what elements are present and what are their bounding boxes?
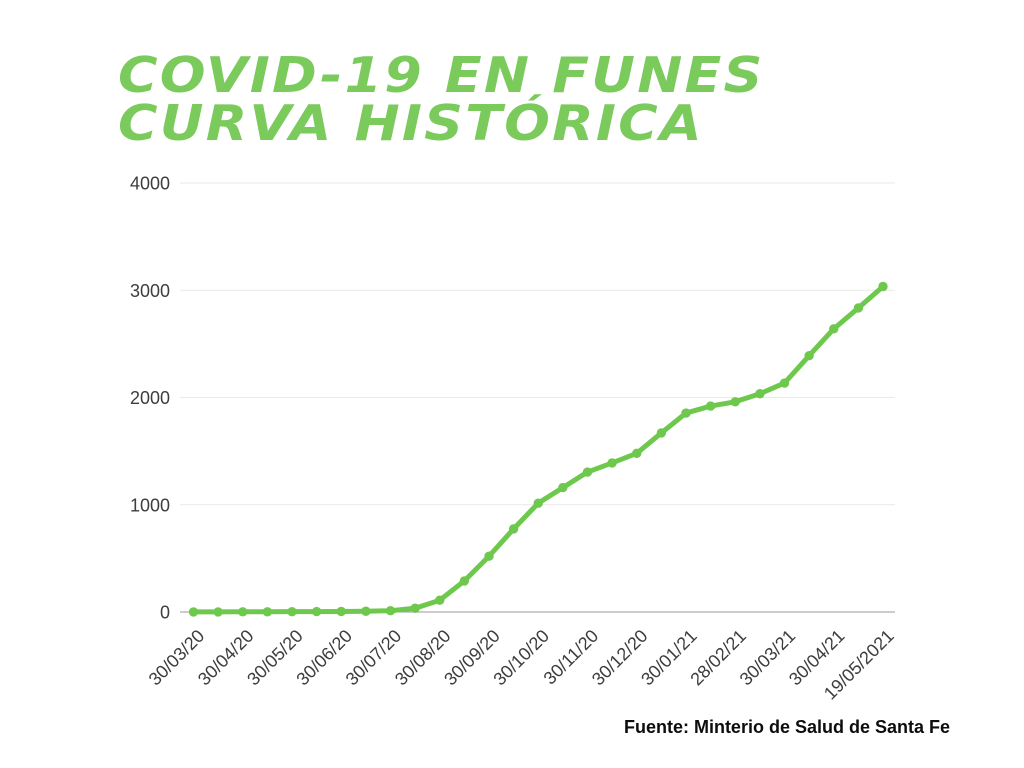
- data-point: [361, 606, 371, 616]
- data-point: [705, 401, 716, 411]
- data-point: [188, 607, 199, 617]
- y-tick-label: 2000: [130, 388, 170, 408]
- data-point: [582, 467, 593, 477]
- y-tick-label: 1000: [130, 495, 170, 515]
- data-point: [779, 378, 790, 388]
- data-point: [533, 498, 543, 508]
- series-line: [191, 283, 886, 615]
- data-point: [213, 607, 223, 617]
- data-point: [656, 428, 667, 438]
- data-point: [435, 595, 445, 605]
- data-point: [632, 448, 642, 458]
- data-point: [829, 324, 839, 334]
- data-point: [262, 607, 273, 617]
- data-point: [311, 606, 322, 617]
- data-point: [385, 606, 396, 616]
- data-point: [508, 524, 519, 534]
- y-tick-label: 0: [160, 603, 170, 623]
- data-point: [287, 606, 297, 617]
- data-point: [336, 606, 346, 617]
- data-point: [410, 603, 420, 613]
- source-caption: Fuente: Minterio de Salud de Santa Fe: [623, 717, 950, 737]
- data-point: [878, 281, 888, 292]
- chart-title: COVID-19 EN FUNES CURVA HISTÓRICA: [118, 47, 765, 152]
- data-point: [853, 303, 864, 313]
- data-point: [484, 551, 494, 561]
- data-point: [558, 482, 568, 493]
- y-tick-label: 4000: [130, 174, 170, 194]
- data-point: [607, 458, 617, 468]
- data-point: [804, 350, 814, 361]
- chart-title-line-1: COVID-19 EN FUNES: [118, 47, 765, 104]
- data-point: [681, 408, 691, 418]
- chart-title-line-2: CURVA HISTÓRICA: [118, 95, 704, 152]
- data-point: [459, 576, 470, 586]
- data-point: [730, 397, 740, 407]
- data-point: [755, 389, 765, 399]
- data-point: [238, 607, 248, 617]
- y-tick-label: 3000: [130, 281, 170, 301]
